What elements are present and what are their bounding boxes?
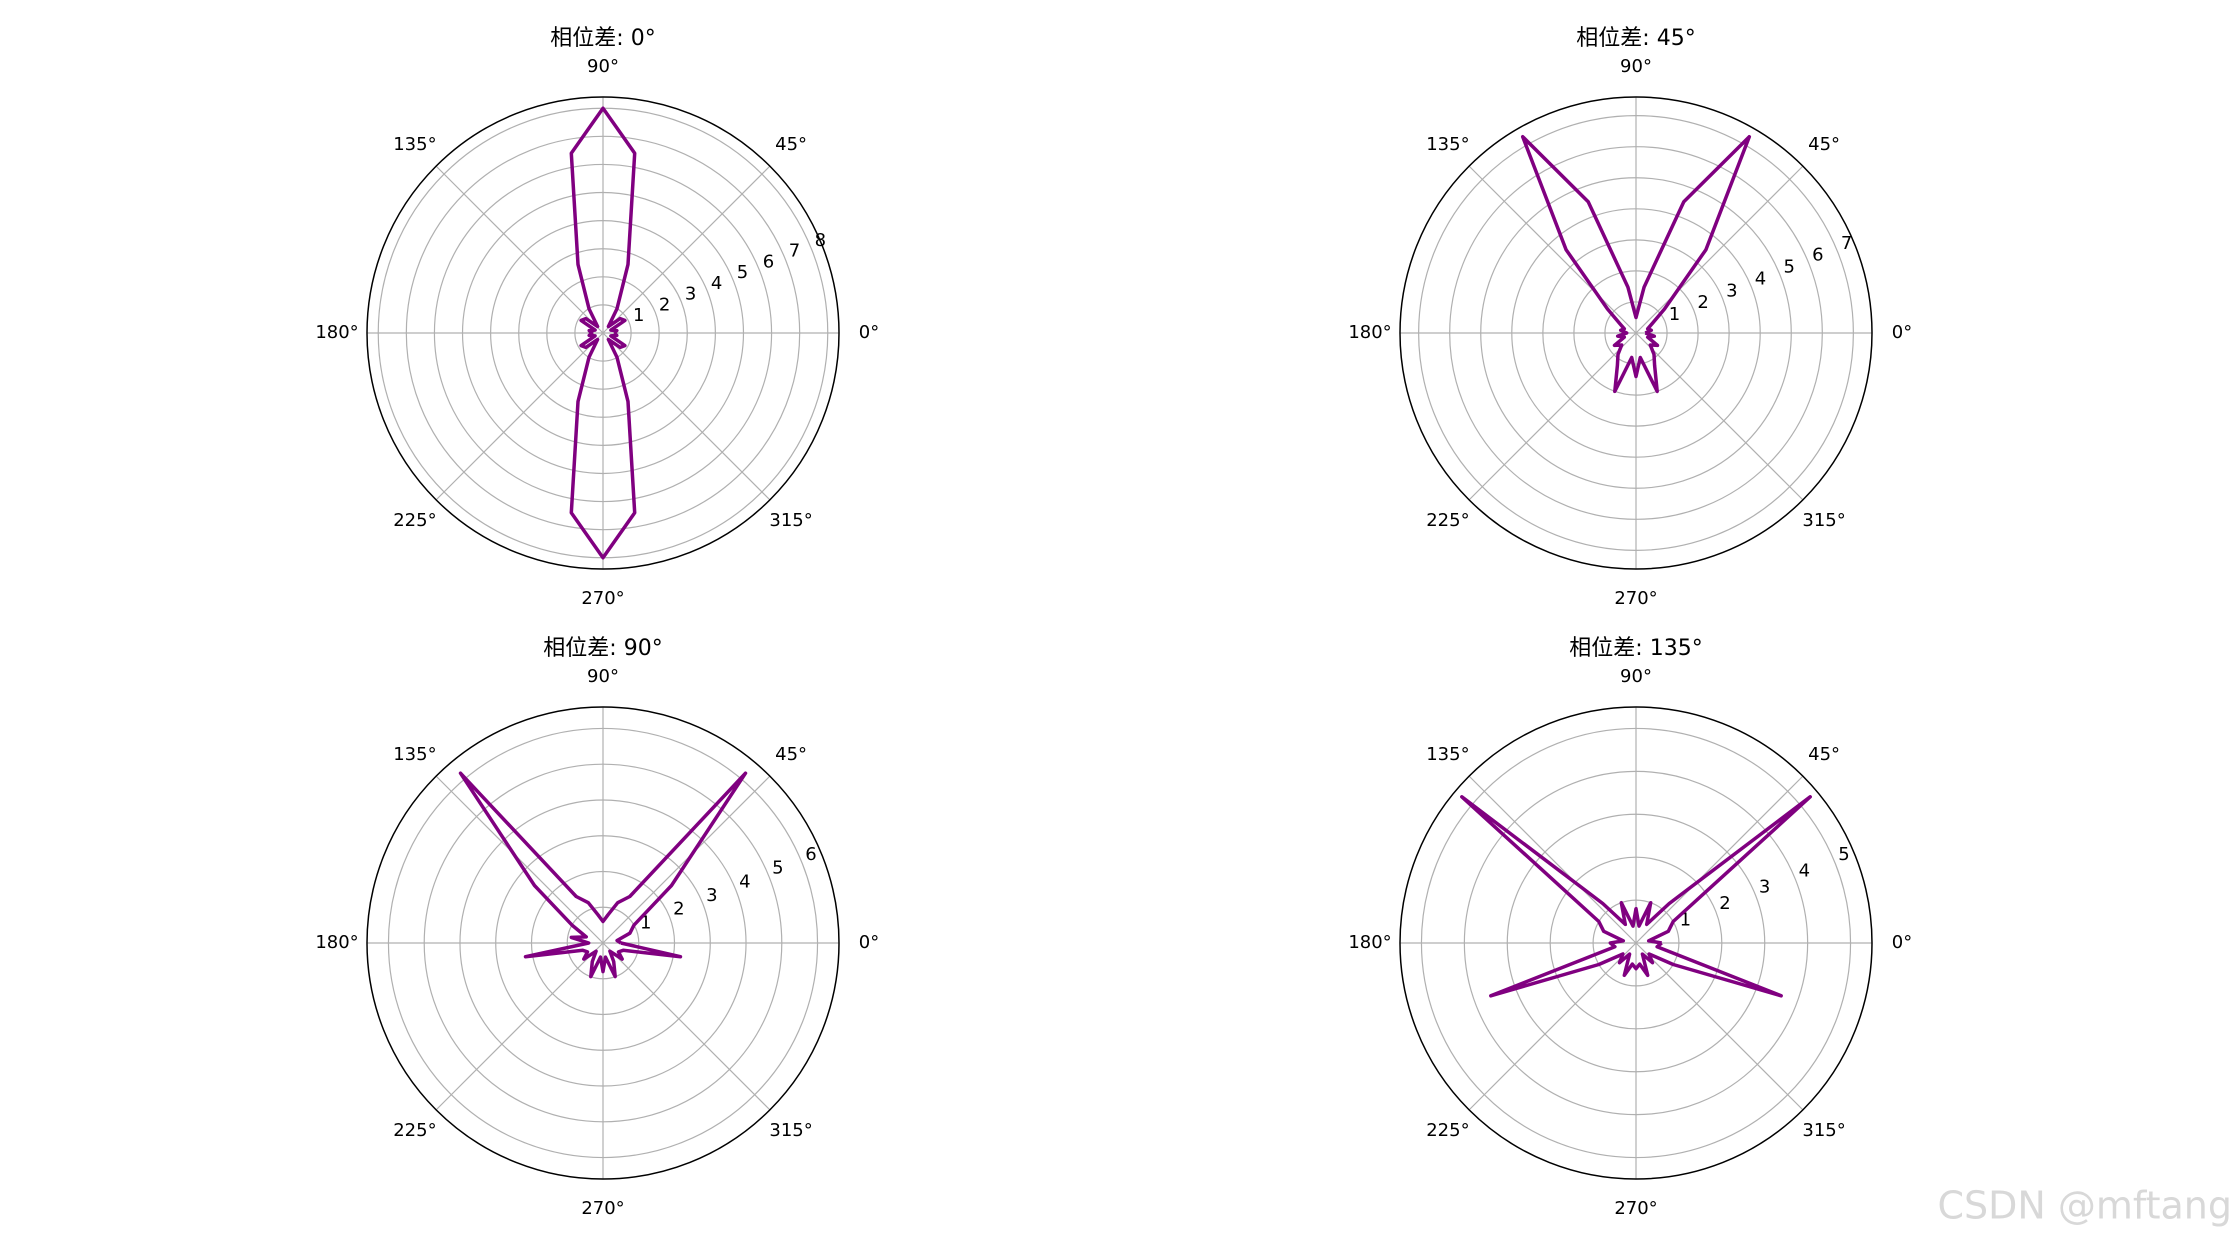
- r-tick-label: 7: [789, 241, 800, 262]
- theta-tick-label: 90°: [587, 666, 619, 687]
- grid-spoke: [602, 165, 771, 334]
- theta-tick-label: 0°: [1892, 322, 1912, 343]
- theta-tick-label: 315°: [1802, 1120, 1845, 1141]
- theta-tick-label: 270°: [581, 588, 624, 609]
- theta-tick-label: 45°: [1808, 134, 1840, 155]
- r-tick-label: 3: [706, 885, 717, 906]
- theta-tick-label: 225°: [393, 1120, 436, 1141]
- grid-spoke: [1635, 332, 1804, 501]
- r-tick-label: 4: [1755, 268, 1766, 289]
- theta-tick-label: 180°: [315, 932, 358, 953]
- chart-title: 相位差: 0°: [550, 26, 655, 51]
- theta-tick-label: 225°: [393, 510, 436, 531]
- theta-tick-label: 225°: [1426, 1120, 1469, 1141]
- r-tick-label: 3: [685, 284, 696, 305]
- grid-spoke: [602, 332, 771, 501]
- r-tick-label: 5: [737, 262, 748, 283]
- r-tick-label: 5: [772, 858, 783, 879]
- grid-spoke: [435, 942, 604, 1111]
- r-tick-label: 5: [1838, 844, 1849, 865]
- r-tick-label: 2: [673, 899, 684, 920]
- theta-tick-label: 135°: [393, 744, 436, 765]
- watermark: CSDN @mftang: [1937, 1184, 2232, 1228]
- polar-chart: 1 2 3 4 5 0° 45° 90° 135° 180° 225° 270° 315° 相位差: 13…: [1348, 636, 1912, 1219]
- r-tick-label: 6: [763, 251, 774, 272]
- polar-frame: [1399, 706, 1873, 1180]
- theta-tick-label: 0°: [1892, 932, 1912, 953]
- theta-tick-label: 270°: [1614, 1198, 1657, 1219]
- chart-title: 相位差: 45°: [1576, 26, 1695, 51]
- pattern-line: [569, 106, 637, 560]
- r-tick-label: 1: [1669, 304, 1680, 325]
- r-tick-label: 1: [640, 912, 651, 933]
- pattern-line: [1520, 134, 1752, 394]
- r-tick-label: 5: [1783, 257, 1794, 278]
- chart-title: 相位差: 135°: [1569, 636, 1702, 661]
- polar-chart: 1 2 3 4 5 6 0° 45° 90° 135° 180° 225° 270° 315° 相位差: 9…: [315, 636, 879, 1219]
- r-tick-label: 2: [659, 294, 670, 315]
- r-tick-label: 7: [1841, 233, 1852, 254]
- theta-tick-label: 270°: [1614, 588, 1657, 609]
- theta-tick-label: 0°: [859, 932, 879, 953]
- theta-tick-label: 270°: [581, 1198, 624, 1219]
- grid-spoke: [1468, 332, 1637, 501]
- r-tick-label: 6: [805, 844, 816, 865]
- theta-tick-label: 180°: [1348, 932, 1391, 953]
- grid-spoke: [1468, 775, 1637, 944]
- theta-tick-label: 45°: [775, 744, 807, 765]
- r-tick-label: 1: [633, 305, 644, 326]
- theta-tick-label: 225°: [1426, 510, 1469, 531]
- r-tick-label: 2: [1697, 292, 1708, 313]
- theta-tick-label: 315°: [769, 510, 812, 531]
- theta-tick-label: 180°: [1348, 322, 1391, 343]
- theta-tick-label: 90°: [587, 56, 619, 77]
- r-tick-label: 4: [1799, 860, 1810, 881]
- grid-spoke: [1468, 165, 1637, 334]
- theta-tick-label: 135°: [1426, 744, 1469, 765]
- r-tick-label: 4: [711, 273, 722, 294]
- grid-spoke: [1468, 942, 1637, 1111]
- r-tick-label: 3: [1726, 280, 1737, 301]
- theta-tick-label: 45°: [1808, 744, 1840, 765]
- pattern-line: [1460, 795, 1812, 998]
- r-tick-label: 4: [739, 871, 750, 892]
- theta-tick-label: 45°: [775, 134, 807, 155]
- theta-tick-label: 135°: [1426, 134, 1469, 155]
- grid-spoke: [435, 775, 604, 944]
- theta-tick-label: 90°: [1620, 666, 1652, 687]
- r-tick-label: 3: [1759, 877, 1770, 898]
- grid-spoke: [1635, 775, 1804, 944]
- grid-spoke: [602, 775, 771, 944]
- grid-spoke: [435, 165, 604, 334]
- theta-tick-label: 135°: [393, 134, 436, 155]
- r-tick-label: 6: [1812, 245, 1823, 266]
- theta-tick-label: 90°: [1620, 56, 1652, 77]
- grid-spoke: [1635, 942, 1804, 1111]
- r-tick-label: 1: [1680, 910, 1691, 931]
- polar-frame: [366, 96, 840, 570]
- theta-tick-label: 180°: [315, 322, 358, 343]
- polar-chart: 123456780°45°90°135°180°225°270°315°相位差:…: [315, 26, 879, 609]
- theta-tick-label: 0°: [859, 322, 879, 343]
- pattern-line: [458, 771, 748, 979]
- grid-spoke: [435, 332, 604, 501]
- theta-tick-label: 315°: [1802, 510, 1845, 531]
- grid-spoke: [1635, 165, 1804, 334]
- theta-tick-label: 315°: [769, 1120, 812, 1141]
- grid-spoke: [602, 942, 771, 1111]
- polar-frame: [1399, 96, 1873, 570]
- polar-frame: [366, 706, 840, 1180]
- chart-title: 相位差: 90°: [543, 636, 662, 661]
- r-tick-label: 2: [1719, 893, 1730, 914]
